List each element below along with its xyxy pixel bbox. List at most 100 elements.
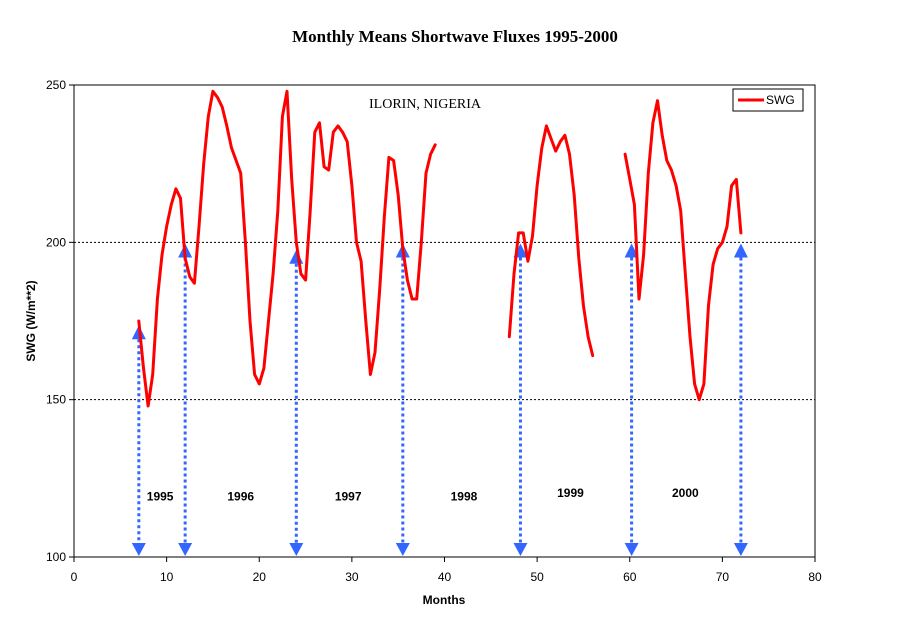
data-point-2-21 xyxy=(721,241,724,244)
data-point-0-31 xyxy=(281,115,284,118)
data-point-0-1 xyxy=(142,367,145,370)
data-point-2-1 xyxy=(628,178,631,181)
data-point-0-12 xyxy=(193,282,196,285)
data-point-0-33 xyxy=(290,178,293,181)
data-point-0-11 xyxy=(188,276,191,278)
data-point-1-8 xyxy=(545,125,548,127)
data-point-0-7 xyxy=(170,203,173,206)
data-point-0-3 xyxy=(151,373,154,376)
data-point-1-2 xyxy=(517,232,520,234)
data-point-0-59 xyxy=(411,298,413,300)
data-point-0-49 xyxy=(364,320,367,322)
data-point-0-57 xyxy=(402,247,404,250)
data-point-0-5 xyxy=(161,254,163,256)
data-point-0-51 xyxy=(374,351,376,354)
data-point-0-2 xyxy=(147,405,149,407)
data-point-1-18 xyxy=(591,354,594,357)
data-point-0-9 xyxy=(179,197,182,200)
data-point-0-20 xyxy=(230,147,233,149)
data-point-2-18 xyxy=(707,304,710,307)
data-point-0-6 xyxy=(165,225,168,228)
data-point-1-14 xyxy=(573,194,575,196)
data-point-2-23 xyxy=(730,184,733,187)
y-tick-label-200: 200 xyxy=(46,235,66,249)
data-point-1-9 xyxy=(550,137,552,140)
plot-area xyxy=(73,84,816,558)
data-point-0-0 xyxy=(138,320,140,322)
data-point-0-48 xyxy=(360,260,362,263)
data-point-0-45 xyxy=(346,140,349,143)
data-point-2-15 xyxy=(693,383,696,385)
data-point-0-39 xyxy=(318,121,321,124)
data-point-0-23 xyxy=(244,241,247,244)
data-point-1-1 xyxy=(513,273,515,275)
series-swg xyxy=(137,89,743,408)
data-point-0-53 xyxy=(383,216,386,218)
marker-arrow-down-1 xyxy=(178,543,193,556)
data-point-0-38 xyxy=(314,131,316,133)
chart-title: Monthly Means Shortwave Fluxes 1995-2000 xyxy=(292,27,618,46)
data-point-0-24 xyxy=(249,320,251,322)
data-point-0-40 xyxy=(323,166,325,168)
data-point-2-4 xyxy=(642,254,645,256)
marker-arrow-down-4 xyxy=(513,543,528,556)
data-point-0-13 xyxy=(198,225,200,228)
data-point-0-14 xyxy=(202,162,205,165)
data-point-1-0 xyxy=(508,335,511,338)
data-point-2-14 xyxy=(689,335,691,338)
data-point-1-5 xyxy=(531,235,534,237)
x-tick-label-50: 50 xyxy=(530,570,544,584)
data-point-0-35 xyxy=(300,273,302,275)
data-point-2-10 xyxy=(670,169,673,171)
gridlines xyxy=(74,241,815,401)
data-point-0-63 xyxy=(429,153,432,156)
data-point-0-58 xyxy=(406,279,409,281)
y-tick-label-250: 250 xyxy=(46,78,66,92)
x-tick-label-20: 20 xyxy=(253,570,267,584)
data-point-2-17 xyxy=(703,383,705,385)
data-point-0-46 xyxy=(351,184,353,187)
data-point-2-9 xyxy=(666,159,668,162)
data-point-2-19 xyxy=(712,263,714,266)
year-label-2000: 2000 xyxy=(672,486,699,500)
legend: SWG xyxy=(732,88,804,112)
data-point-0-19 xyxy=(226,125,228,127)
data-point-0-10 xyxy=(184,257,186,259)
y-tick-label-150: 150 xyxy=(46,393,66,407)
data-point-2-11 xyxy=(675,184,677,187)
data-point-0-44 xyxy=(341,131,344,133)
data-point-0-56 xyxy=(397,194,399,196)
data-point-0-15 xyxy=(207,115,210,118)
data-point-0-17 xyxy=(216,96,219,99)
x-tick-label-40: 40 xyxy=(438,570,452,584)
data-point-2-3 xyxy=(638,298,640,300)
data-point-0-60 xyxy=(415,298,418,300)
x-tick-label-30: 30 xyxy=(345,570,359,584)
data-point-1-16 xyxy=(582,304,585,307)
x-tick-label-10: 10 xyxy=(160,570,174,584)
data-point-2-5 xyxy=(647,172,650,174)
data-point-2-8 xyxy=(661,134,663,137)
data-point-0-42 xyxy=(332,131,335,133)
year-label-1997: 1997 xyxy=(335,489,362,503)
data-point-1-10 xyxy=(554,150,557,152)
data-point-0-27 xyxy=(263,367,265,370)
data-point-2-24 xyxy=(735,178,738,181)
data-point-0-16 xyxy=(212,90,214,93)
data-point-1-3 xyxy=(522,232,525,234)
marker-arrow-down-2 xyxy=(289,543,304,556)
year-label-1999: 1999 xyxy=(557,486,584,500)
data-point-0-25 xyxy=(253,373,256,376)
data-point-0-47 xyxy=(355,241,358,244)
x-tick-label-70: 70 xyxy=(716,570,730,584)
data-point-0-55 xyxy=(392,159,395,162)
series-line-segment-2 xyxy=(623,99,743,402)
marker-arrow-down-6 xyxy=(733,543,748,556)
data-point-0-28 xyxy=(267,320,270,322)
data-point-2-20 xyxy=(716,247,719,250)
data-point-1-17 xyxy=(587,335,589,338)
data-point-0-4 xyxy=(156,298,159,300)
x-tick-label-60: 60 xyxy=(623,570,637,584)
data-point-1-12 xyxy=(564,134,566,137)
data-point-2-0 xyxy=(624,153,626,156)
